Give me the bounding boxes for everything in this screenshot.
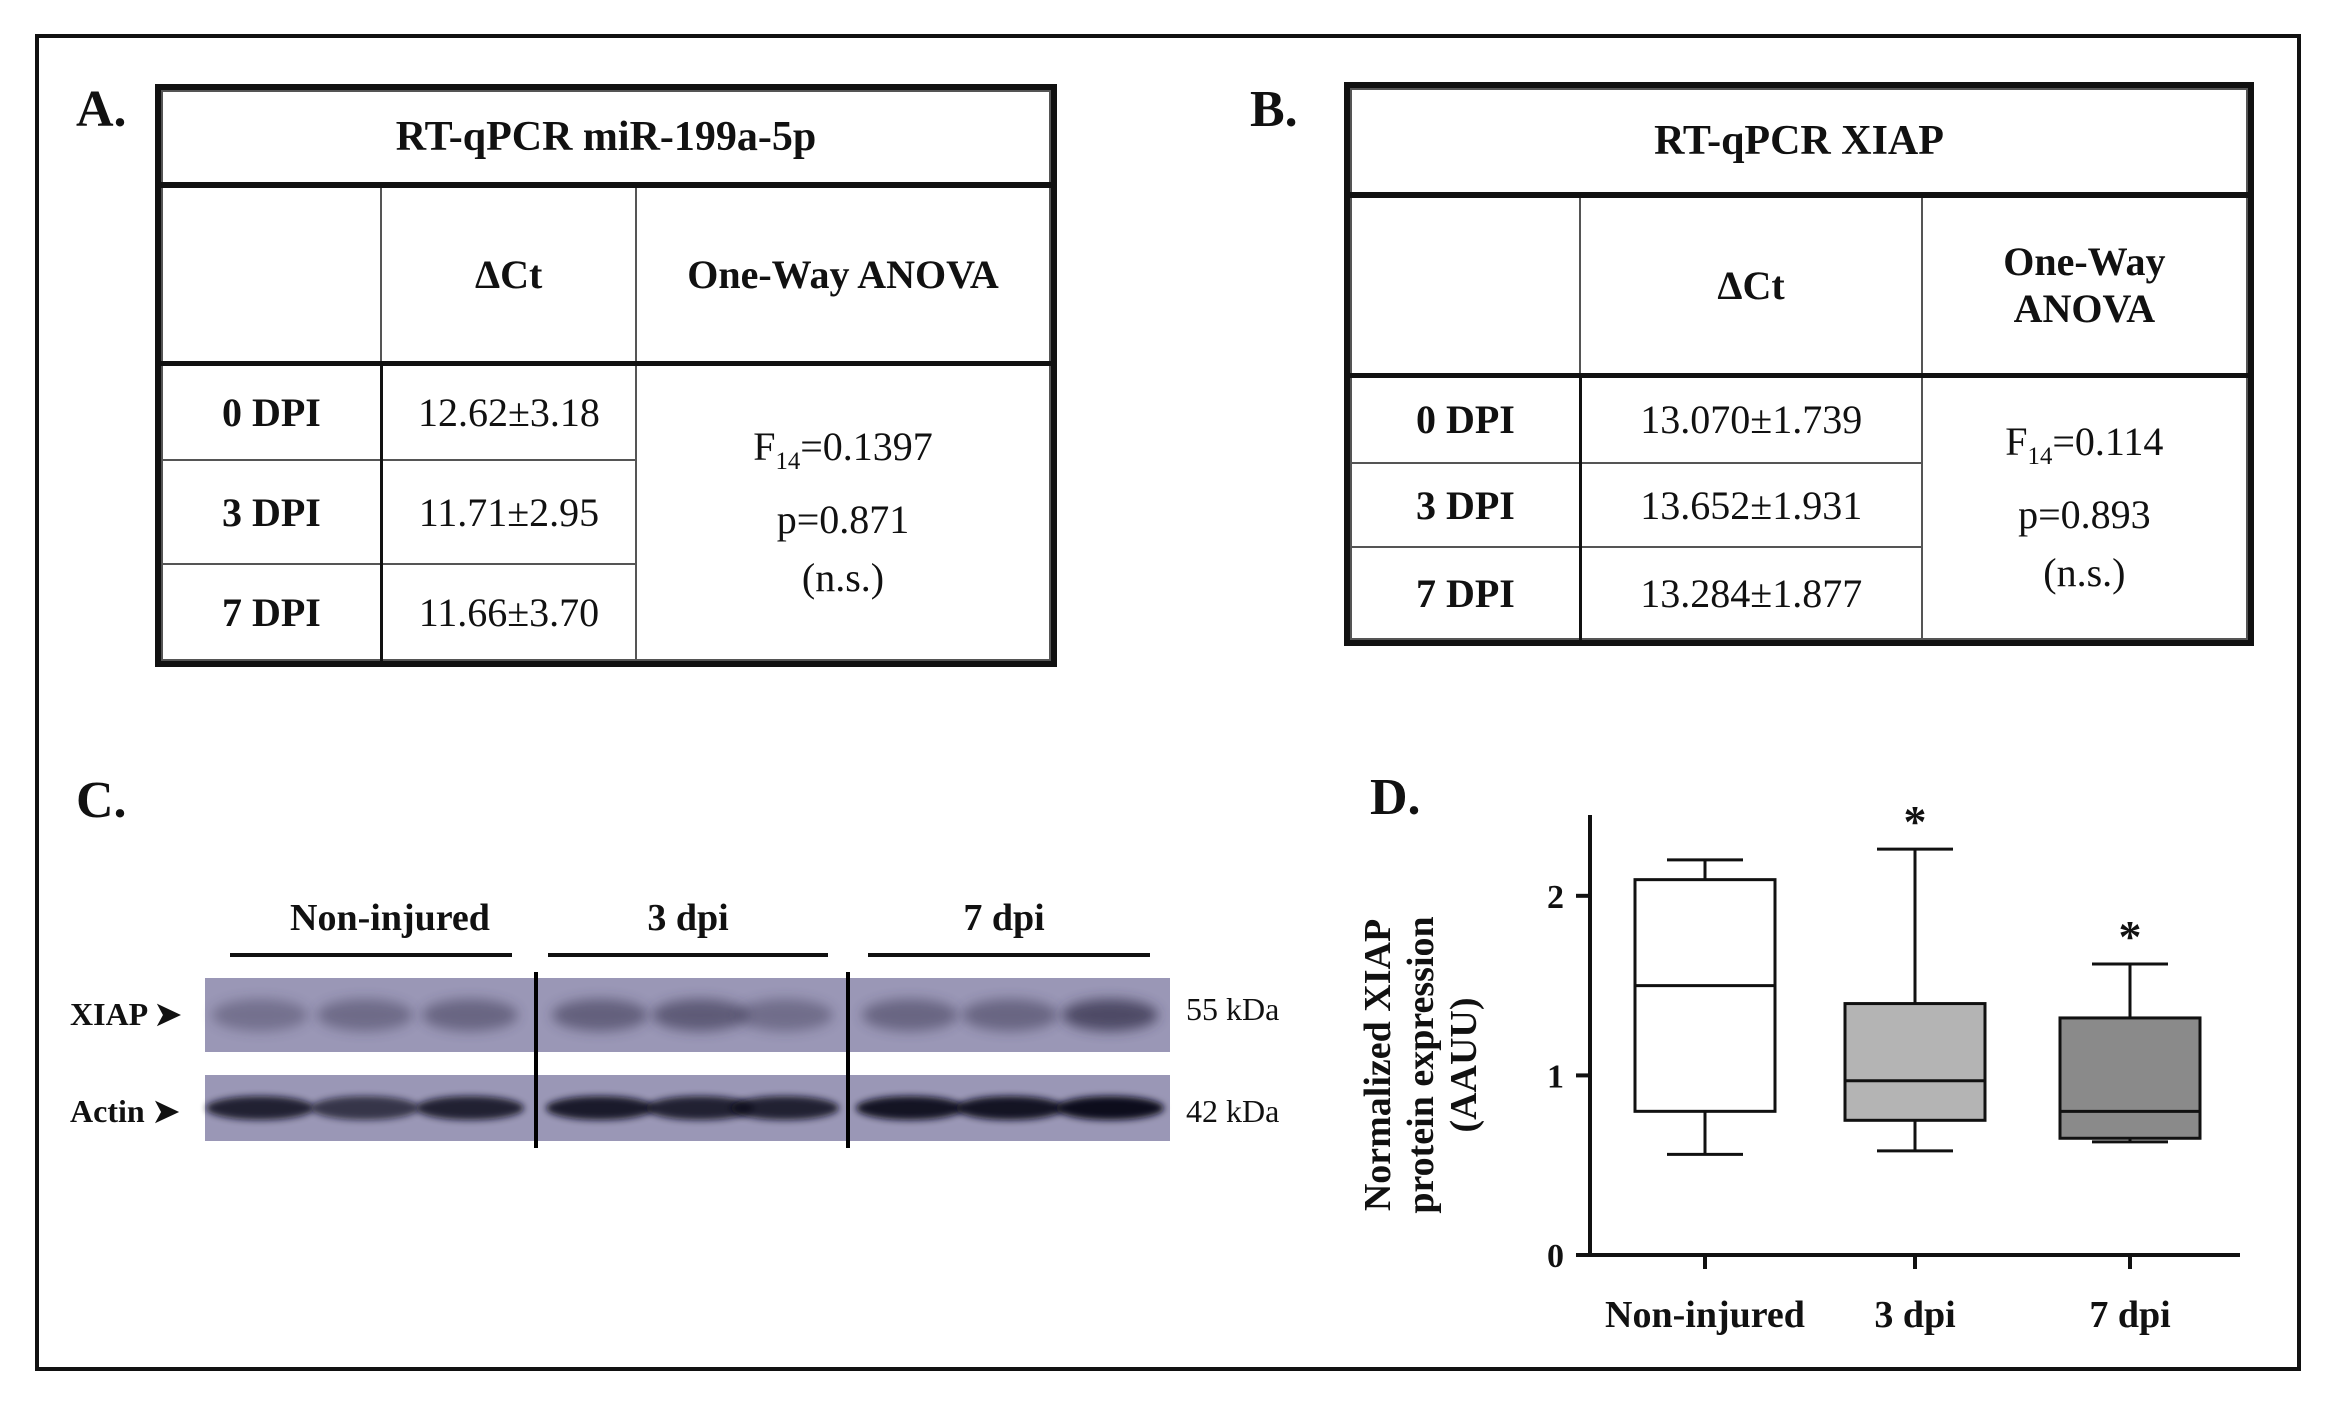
table-b-anova-header-line1: One-Way: [2003, 239, 2166, 285]
table-b-anova-header: One-Way ANOVA: [1920, 194, 2249, 378]
table-b-row-label: 0 DPI: [1349, 374, 1582, 464]
y-axis-label: Normalized XIAP protein expression (AAUU…: [1357, 916, 1485, 1213]
actin-band: [1056, 1096, 1164, 1120]
actin-band: [416, 1096, 524, 1120]
table-b: RT-qPCR XIAP ΔCt One-Way ANOVA 0 DPI 13.…: [1344, 82, 2254, 646]
box-body: [1843, 1002, 1987, 1122]
xiap-band: [552, 999, 648, 1031]
y-axis-label-line1: Normalized XIAP: [1357, 919, 1399, 1211]
panel-label-a: A.: [76, 81, 127, 138]
xiap-band: [212, 999, 308, 1031]
x-tick-label: 7 dpi: [2089, 1294, 2170, 1336]
panel-label-c: C.: [76, 772, 127, 829]
figure-frame: [35, 34, 2301, 1371]
table-a-anova-header: One-Way ANOVA: [635, 184, 1051, 366]
xiap-bands: [212, 999, 1158, 1031]
table-b-anova-result: F14=0.114 p=0.893 (n.s.): [1920, 374, 2249, 640]
table-b-p-value: p=0.893: [2018, 492, 2151, 538]
table-b-f-prefix: F: [2005, 419, 2028, 465]
actin-band: [311, 1096, 419, 1120]
table-a-row-value: 11.66±3.70: [380, 563, 638, 661]
y-tick-label: 2: [1547, 879, 1564, 916]
table-a-f-prefix: F: [753, 423, 776, 469]
table-b-f-sub: 14: [2027, 443, 2053, 471]
table-a-anova-result: F14=0.1397 p=0.871 (n.s.): [635, 362, 1051, 661]
significance-marker: *: [1904, 796, 1927, 847]
table-a-f-value: =0.1397: [800, 423, 933, 469]
x-tick-label: 3 dpi: [1874, 1294, 1955, 1336]
xiap-row-label: XIAP ➤: [70, 996, 181, 1032]
chart-axes: 0 1 2 Non-injured 3 dpi 7 dpi: [1547, 815, 2240, 1336]
y-tick-label: 0: [1547, 1238, 1564, 1275]
actin-band: [856, 1096, 964, 1120]
xiap-band: [422, 999, 518, 1031]
table-a-delta-header: ΔCt: [380, 184, 638, 366]
panel-label-b: B.: [1250, 81, 1298, 138]
table-b-significance: (n.s.): [2043, 550, 2126, 596]
y-axis-label-line2: protein expression: [1400, 916, 1442, 1213]
xiap-band: [652, 999, 748, 1031]
actin-band: [206, 1096, 314, 1120]
table-a: RT-qPCR miR-199a-5p ΔCt One-Way ANOVA 0 …: [155, 84, 1057, 667]
table-b-row-label: 3 DPI: [1349, 462, 1582, 548]
blot-group-label: 3 dpi: [647, 897, 728, 939]
table-b-f-value: =0.114: [2052, 419, 2164, 465]
table-b-row-value: 13.070±1.739: [1579, 374, 1923, 464]
chart-boxes: **: [1633, 796, 2202, 1156]
table-b-row-value: 13.284±1.877: [1579, 546, 1923, 640]
box-body: [2058, 1016, 2202, 1140]
table-a-empty-header: [160, 184, 383, 366]
table-a-row-value: 11.71±2.95: [380, 459, 638, 565]
table-a-title: RT-qPCR miR-199a-5p: [161, 90, 1051, 188]
table-b-row-value: 13.652±1.931: [1579, 462, 1923, 548]
actin-band: [546, 1096, 654, 1120]
xiap-band: [737, 999, 833, 1031]
table-a-f-sub: 14: [775, 447, 801, 475]
xiap-band: [1062, 999, 1158, 1031]
panel-label-d: D.: [1370, 769, 1421, 826]
actin-row-label: Actin ➤: [70, 1093, 180, 1129]
box-body: [1633, 878, 1777, 1113]
x-tick-label: Non-injured: [1605, 1294, 1805, 1336]
actin-band: [731, 1096, 839, 1120]
table-a-significance: (n.s.): [801, 554, 885, 600]
xiap-band: [962, 999, 1058, 1031]
xiap-band: [317, 999, 413, 1031]
table-b-anova-header-line2: ANOVA: [2013, 286, 2156, 332]
xiap-kda-label: 55 kDa: [1186, 991, 1279, 1027]
table-a-row-label: 7 DPI: [160, 563, 383, 661]
table-a-row-label: 0 DPI: [160, 362, 383, 461]
table-b-delta-header: ΔCt: [1579, 194, 1923, 378]
table-b-row-label: 7 DPI: [1349, 546, 1582, 640]
actin-bands: [206, 1096, 1164, 1120]
table-b-empty-header: [1349, 194, 1582, 378]
table-a-row-label: 3 DPI: [160, 459, 383, 565]
table-b-title: RT-qPCR XIAP: [1350, 88, 2248, 198]
actin-kda-label: 42 kDa: [1186, 1093, 1279, 1129]
actin-band: [646, 1096, 754, 1120]
actin-band: [956, 1096, 1064, 1120]
blot-group-label: Non-injured: [290, 897, 490, 939]
xiap-band: [862, 999, 958, 1031]
significance-marker: *: [2119, 911, 2142, 962]
blot-group-label: 7 dpi: [963, 897, 1044, 939]
y-tick-label: 1: [1547, 1058, 1564, 1095]
table-a-row-value: 12.62±3.18: [380, 362, 638, 461]
y-axis-label-line3: (AAUU): [1443, 997, 1485, 1132]
table-a-p-value: p=0.871: [776, 496, 910, 542]
